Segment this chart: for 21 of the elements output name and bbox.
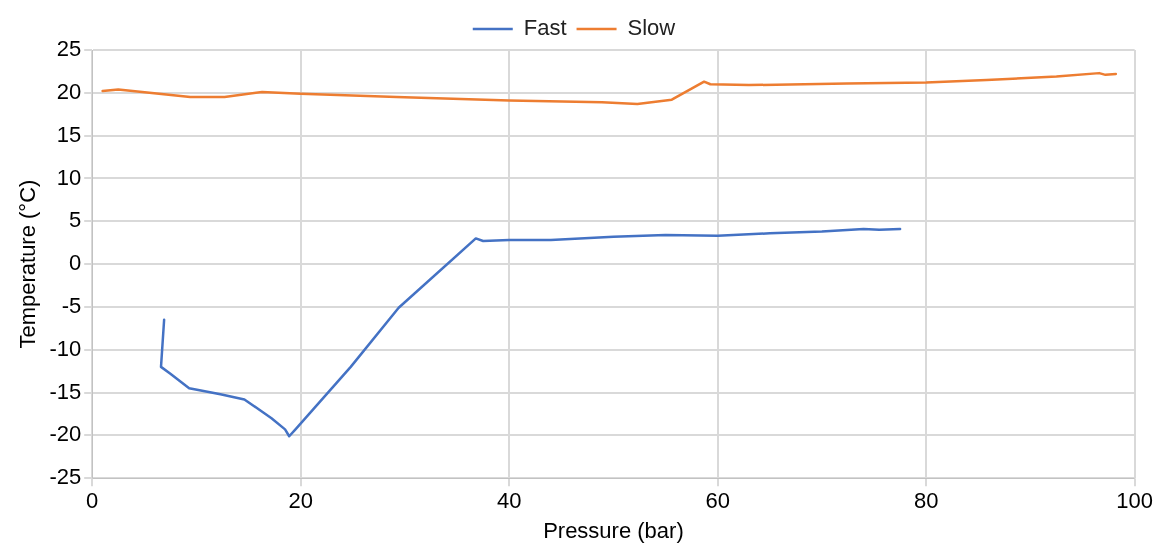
x-tick-label: 80	[913, 488, 939, 514]
legend-label: Fast	[523, 15, 567, 41]
y-axis-title: Temperature (°C)	[15, 179, 41, 349]
x-axis-title: Pressure (bar)	[543, 517, 684, 543]
y-tick-label: -10	[49, 335, 82, 361]
y-tick-label: 0	[68, 250, 82, 276]
x-tick-label: 0	[86, 488, 99, 514]
y-tick-label: -5	[61, 292, 82, 318]
x-tick-label: 40	[496, 488, 522, 514]
y-tick-label: -15	[49, 378, 82, 404]
x-tick-label: 60	[705, 488, 730, 514]
y-tick-label: 25	[56, 36, 82, 62]
y-tick-label: 10	[56, 164, 82, 190]
x-tick-label: 20	[288, 488, 313, 514]
legend-label: Slow	[627, 15, 676, 41]
y-tick-label: -20	[49, 421, 82, 447]
y-tick-label: 5	[68, 207, 82, 233]
y-tick-label: -25	[49, 464, 82, 490]
x-tick-label: 100	[1116, 488, 1154, 514]
y-tick-label: 20	[56, 78, 82, 104]
y-tick-label: 15	[56, 121, 82, 147]
